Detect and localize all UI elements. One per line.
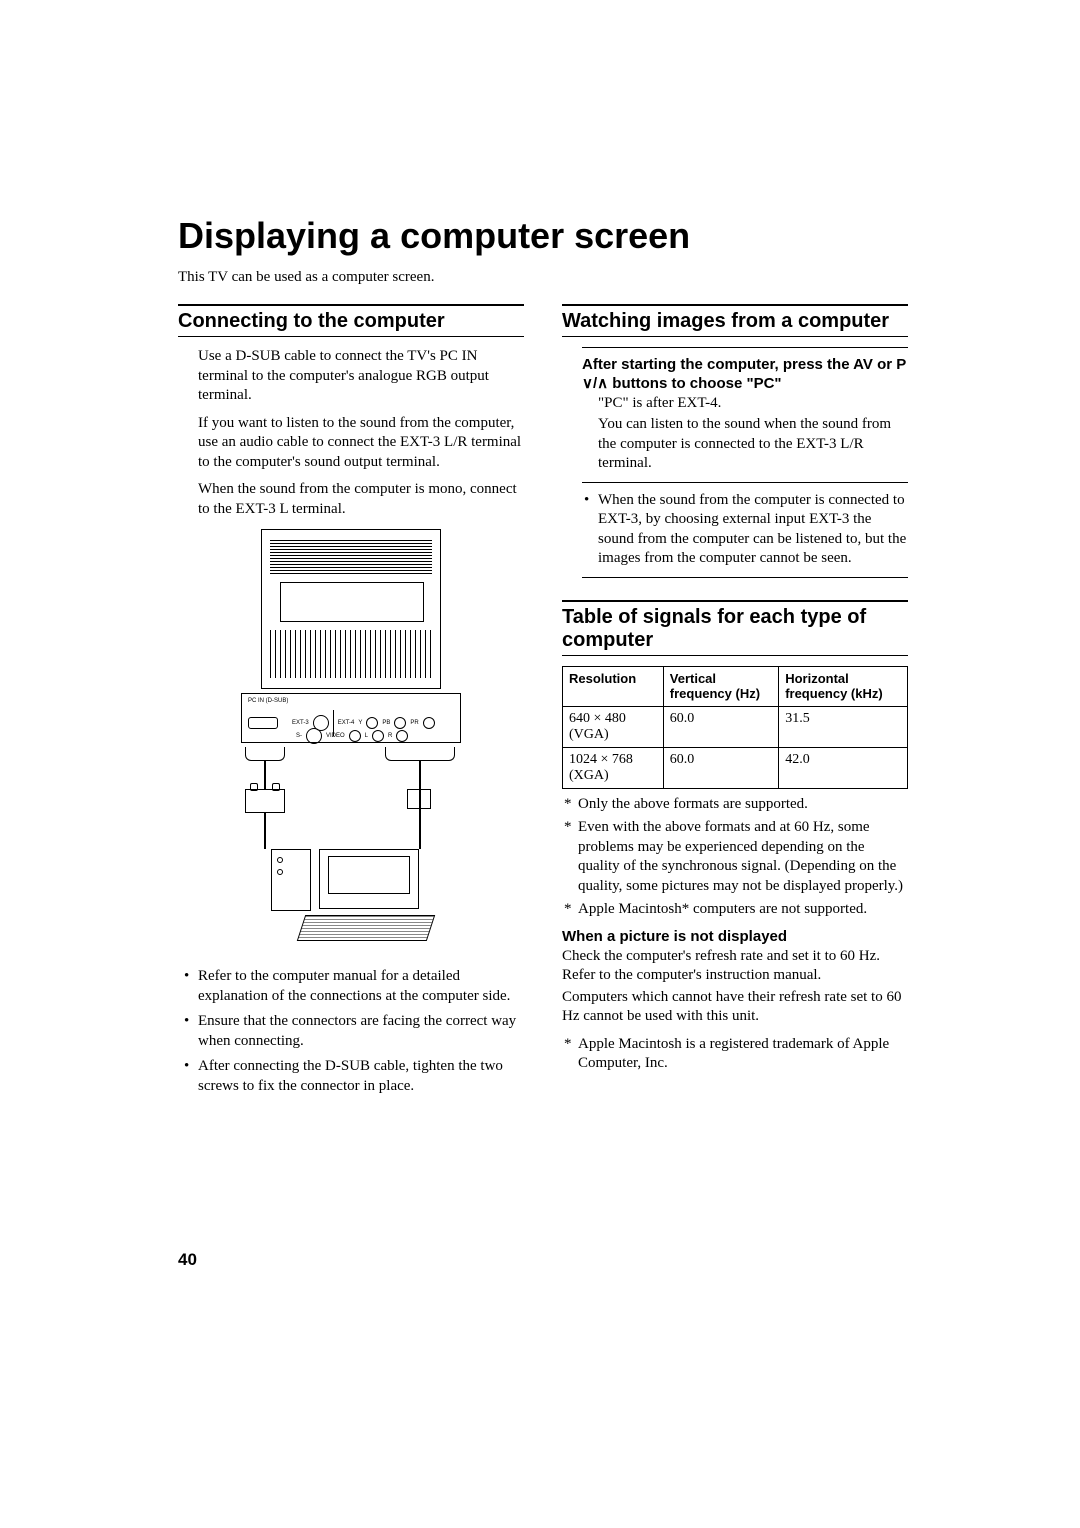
left-body: Use a D-SUB cable to connect the TV's PC…	[178, 347, 524, 519]
r-port-icon	[396, 730, 408, 742]
r-label: R	[388, 733, 392, 739]
sv2-port-icon	[306, 728, 322, 744]
dsub-plug-icon	[245, 789, 285, 813]
watching-heading: Watching images from a computer	[562, 310, 908, 333]
step-text: or	[873, 356, 896, 373]
table-row: 640 × 480 (VGA) 60.0 31.5	[563, 706, 908, 747]
pcin-label: PC IN (D-SUB)	[248, 698, 288, 704]
video-label: VIDEO	[326, 733, 345, 739]
page-title: Displaying a computer screen	[178, 215, 908, 257]
rule	[582, 347, 908, 348]
step-block: After starting the computer, press the A…	[582, 356, 908, 474]
signals-table: Resolution Vertical frequency (Hz) Horiz…	[562, 666, 908, 789]
sub-p2: Computers which cannot have their refres…	[562, 988, 908, 1027]
left-p3: When the sound from the computer is mono…	[198, 480, 524, 519]
ext4-label: EXT-4	[338, 720, 355, 726]
list-item: Even with the above formats and at 60 Hz…	[578, 818, 908, 896]
up-down-arrows-icon: ∨/∧	[582, 375, 612, 392]
pr-label: PR	[410, 720, 418, 726]
col-resolution: Resolution	[563, 666, 664, 706]
av-label: AV	[853, 356, 873, 373]
rule	[582, 577, 908, 578]
star-notes: Only the above formats are supported. Ev…	[562, 795, 908, 920]
rule	[562, 600, 908, 602]
list-item: Refer to the computer manual for a detai…	[198, 967, 524, 1006]
cell: 42.0	[779, 747, 908, 788]
list-item: After connecting the D-SUB cable, tighte…	[198, 1057, 524, 1096]
rule	[562, 336, 908, 337]
cell: 60.0	[663, 747, 778, 788]
sv-label: S-	[296, 733, 302, 739]
col-vfreq: Vertical frequency (Hz)	[663, 666, 778, 706]
brace-icon	[385, 747, 455, 761]
left-bullets: Refer to the computer manual for a detai…	[178, 967, 524, 1096]
list-item: Apple Macintosh is a registered trademar…	[578, 1035, 908, 1074]
note-bullet: When the sound from the computer is conn…	[598, 491, 908, 569]
list-item: Only the above formats are supported.	[578, 795, 908, 815]
rule	[178, 304, 524, 306]
video-port-icon	[349, 730, 361, 742]
connection-diagram: PC IN (D-SUB) EXT-3 EXT-4 Y PB PR	[231, 529, 471, 959]
sub-p1: Check the computer's refresh rate and se…	[562, 947, 908, 986]
left-p1: Use a D-SUB cable to connect the TV's PC…	[198, 347, 524, 406]
step-body1: "PC" is after EXT-4.	[598, 394, 908, 414]
brace-icon	[245, 747, 285, 761]
table-header-row: Resolution Vertical frequency (Hz) Horiz…	[563, 666, 908, 706]
rule	[562, 655, 908, 656]
step-text: buttons to choose "PC"	[612, 375, 781, 392]
cell: 31.5	[779, 706, 908, 747]
left-p2: If you want to listen to the sound from …	[198, 414, 524, 473]
cell: 640 × 480 (VGA)	[563, 706, 664, 747]
port-strip-icon: PC IN (D-SUB) EXT-3 EXT-4 Y PB PR	[241, 693, 461, 743]
list-item: Ensure that the connectors are facing th…	[198, 1012, 524, 1051]
y-label: Y	[358, 720, 362, 726]
two-column-layout: Connecting to the computer Use a D-SUB c…	[178, 304, 908, 1102]
page-number: 40	[178, 1250, 197, 1270]
subhead-not-displayed: When a picture is not displayed	[562, 928, 908, 945]
audio-plug-icon	[407, 789, 431, 809]
trademark-note: Apple Macintosh is a registered trademar…	[562, 1035, 908, 1074]
step-text: After starting the computer, press the	[582, 356, 853, 373]
pb-label: PB	[382, 720, 390, 726]
l-port-icon	[372, 730, 384, 742]
computer-icon	[271, 849, 431, 949]
p-label: P	[896, 356, 906, 373]
signals-heading: Table of signals for each type of comput…	[562, 606, 908, 652]
cell: 1024 × 768 (XGA)	[563, 747, 664, 788]
rule	[582, 482, 908, 483]
rule	[562, 304, 908, 306]
tv-rear-icon	[261, 529, 441, 689]
left-column: Connecting to the computer Use a D-SUB c…	[178, 304, 524, 1102]
l-label: L	[365, 733, 368, 739]
ext3-label: EXT-3	[292, 720, 309, 726]
rule	[178, 336, 524, 337]
note-box: When the sound from the computer is conn…	[582, 491, 908, 569]
step-body2: You can listen to the sound when the sou…	[598, 415, 908, 474]
list-item: Apple Macintosh* computers are not suppo…	[578, 900, 908, 920]
step-instruction: After starting the computer, press the A…	[582, 356, 908, 394]
cell: 60.0	[663, 706, 778, 747]
right-column: Watching images from a computer After st…	[562, 304, 908, 1102]
connecting-heading: Connecting to the computer	[178, 310, 524, 333]
intro-text: This TV can be used as a computer screen…	[178, 269, 908, 286]
col-hfreq: Horizontal frequency (kHz)	[779, 666, 908, 706]
table-row: 1024 × 768 (XGA) 60.0 42.0	[563, 747, 908, 788]
page-content: Displaying a computer screen This TV can…	[178, 215, 908, 1102]
